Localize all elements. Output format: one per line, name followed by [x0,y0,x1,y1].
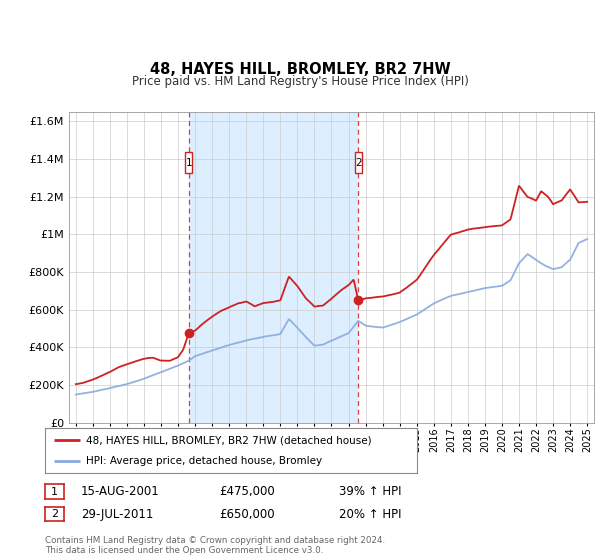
Text: 1: 1 [185,158,192,168]
FancyBboxPatch shape [185,152,193,173]
Text: 15-AUG-2001: 15-AUG-2001 [81,485,160,498]
Text: Price paid vs. HM Land Registry's House Price Index (HPI): Price paid vs. HM Land Registry's House … [131,75,469,88]
Text: 1: 1 [51,487,58,497]
Text: 39% ↑ HPI: 39% ↑ HPI [339,485,401,498]
Text: £650,000: £650,000 [219,507,275,521]
Text: Contains HM Land Registry data © Crown copyright and database right 2024.
This d: Contains HM Land Registry data © Crown c… [45,536,385,556]
Text: HPI: Average price, detached house, Bromley: HPI: Average price, detached house, Brom… [86,456,322,466]
Text: £475,000: £475,000 [219,485,275,498]
Text: 2: 2 [51,509,58,519]
Text: 48, HAYES HILL, BROMLEY, BR2 7HW: 48, HAYES HILL, BROMLEY, BR2 7HW [149,62,451,77]
Text: 29-JUL-2011: 29-JUL-2011 [81,507,154,521]
FancyBboxPatch shape [355,152,362,173]
Bar [188,112,358,423]
Text: 20% ↑ HPI: 20% ↑ HPI [339,507,401,521]
Text: 48, HAYES HILL, BROMLEY, BR2 7HW (detached house): 48, HAYES HILL, BROMLEY, BR2 7HW (detach… [86,436,371,446]
Text: 2: 2 [355,158,362,168]
